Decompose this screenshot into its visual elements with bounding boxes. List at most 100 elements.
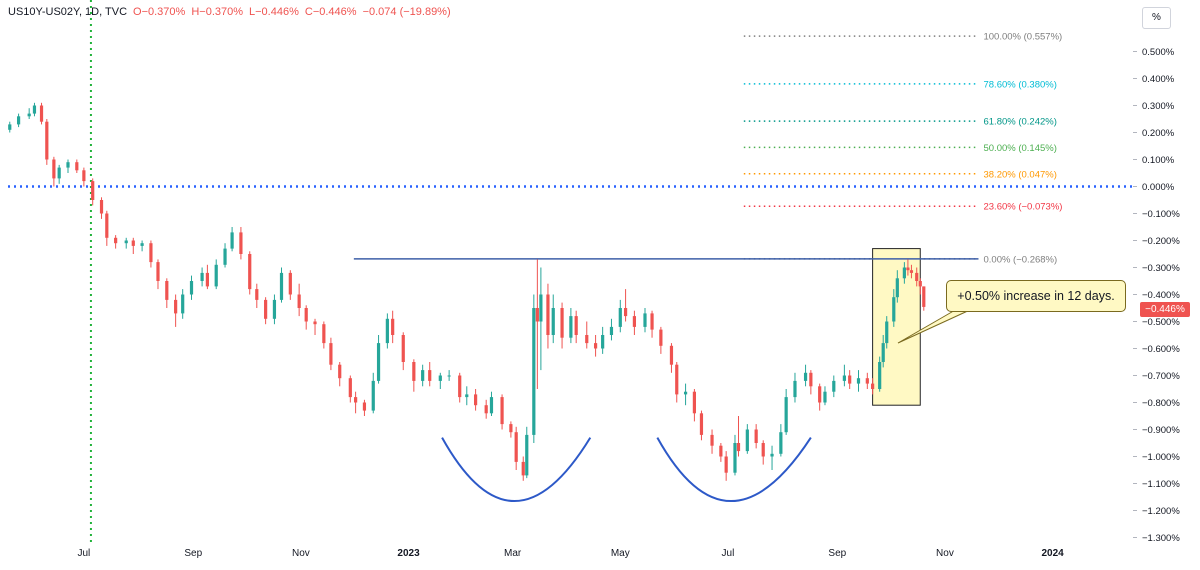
candle-body	[484, 405, 488, 414]
candle	[848, 370, 852, 389]
candle-body	[165, 281, 169, 300]
x-axis-tick-label: Jul	[722, 548, 735, 559]
candle-body	[856, 378, 861, 384]
candle-body	[82, 170, 86, 182]
candle-body	[239, 232, 243, 254]
candle-body	[8, 124, 12, 130]
candle-body	[200, 272, 204, 281]
x-axis-tick-label: Mar	[504, 548, 522, 559]
candle-body	[264, 299, 268, 319]
candle-body	[724, 456, 728, 473]
candle	[675, 362, 679, 403]
y-axis-tick-label: −1.000%	[1142, 452, 1180, 463]
x-axis-tick-label: Nov	[936, 548, 954, 559]
candle-body	[272, 299, 277, 319]
candle-body	[871, 383, 875, 389]
candle-body	[902, 267, 906, 279]
y-axis-tick-label: −0.100%	[1142, 209, 1180, 220]
candle	[8, 121, 12, 133]
candle	[736, 416, 741, 457]
candle	[618, 299, 622, 333]
x-axis-tick-label: Sep	[828, 548, 846, 559]
candle	[264, 297, 268, 325]
candle-body	[736, 443, 741, 452]
candle-body	[124, 240, 128, 244]
close-value: C−0.446%	[304, 6, 357, 18]
candle	[489, 391, 494, 416]
candle	[643, 308, 647, 333]
candle-body	[892, 297, 896, 322]
candle	[918, 278, 922, 295]
candle-body	[57, 167, 61, 179]
x-axis-tick-label: 2023	[397, 548, 420, 559]
candle-body	[32, 105, 37, 114]
candle-body	[618, 308, 622, 327]
y-axis-tick-label: −0.500%	[1142, 317, 1180, 328]
candle	[105, 210, 109, 246]
candle	[585, 321, 589, 349]
low-value: L−0.446%	[249, 6, 299, 18]
candle-body	[75, 162, 79, 171]
candle	[692, 389, 696, 422]
fib-level-label: 23.60% (−0.073%)	[983, 202, 1062, 213]
candle-body	[322, 324, 326, 344]
candle	[532, 294, 536, 443]
candle-body	[560, 308, 564, 338]
candle-body	[779, 432, 783, 454]
candle-body	[348, 378, 352, 398]
candle-body	[329, 343, 333, 365]
candle	[189, 275, 194, 300]
candle	[539, 267, 543, 371]
candle	[881, 335, 885, 368]
candle	[473, 389, 478, 411]
candle	[255, 283, 259, 308]
candle	[710, 429, 714, 454]
candle	[569, 308, 573, 344]
candle	[412, 359, 416, 392]
candle	[401, 332, 405, 371]
candle	[885, 316, 889, 349]
candle	[181, 289, 185, 319]
candle-body	[675, 364, 679, 395]
candle	[362, 399, 367, 416]
candle-body	[885, 321, 889, 344]
candle	[818, 383, 822, 411]
candle	[865, 372, 869, 389]
candle-body	[842, 375, 846, 381]
candle	[348, 375, 352, 403]
candle-body	[793, 380, 797, 398]
candle-body	[539, 294, 543, 322]
candle	[338, 362, 342, 387]
candle-body	[489, 397, 494, 414]
candle-body	[915, 272, 919, 281]
candle	[272, 294, 277, 325]
candle-body	[918, 281, 922, 287]
candle-body	[643, 313, 647, 327]
candle	[683, 383, 688, 406]
x-axis-tick-label: May	[611, 548, 630, 559]
symbol-label[interactable]: US10Y-US02Y, 1D, TVC	[8, 6, 128, 18]
candle	[114, 235, 118, 249]
candle	[878, 356, 882, 392]
candle	[297, 283, 301, 317]
candle	[322, 321, 326, 349]
price-scale-unit-button[interactable]: %	[1142, 7, 1171, 29]
y-axis-tick-label: −0.300%	[1142, 263, 1180, 274]
candle-body	[809, 372, 813, 387]
candle-body	[546, 294, 550, 335]
fib-level-label: 50.00% (0.145%)	[983, 143, 1056, 154]
candle-body	[865, 378, 869, 384]
candle	[27, 108, 31, 119]
candle-body	[181, 294, 185, 314]
candle	[832, 375, 836, 398]
candle-body	[848, 375, 852, 384]
candle	[906, 259, 910, 276]
annotation-callout[interactable]: +0.50% increase in 12 days.	[946, 280, 1126, 312]
pattern-arc	[441, 437, 592, 503]
candle-body	[585, 335, 589, 344]
candle-body	[784, 397, 788, 433]
candle	[895, 270, 899, 303]
candle	[719, 443, 723, 462]
candle-body	[354, 397, 358, 403]
